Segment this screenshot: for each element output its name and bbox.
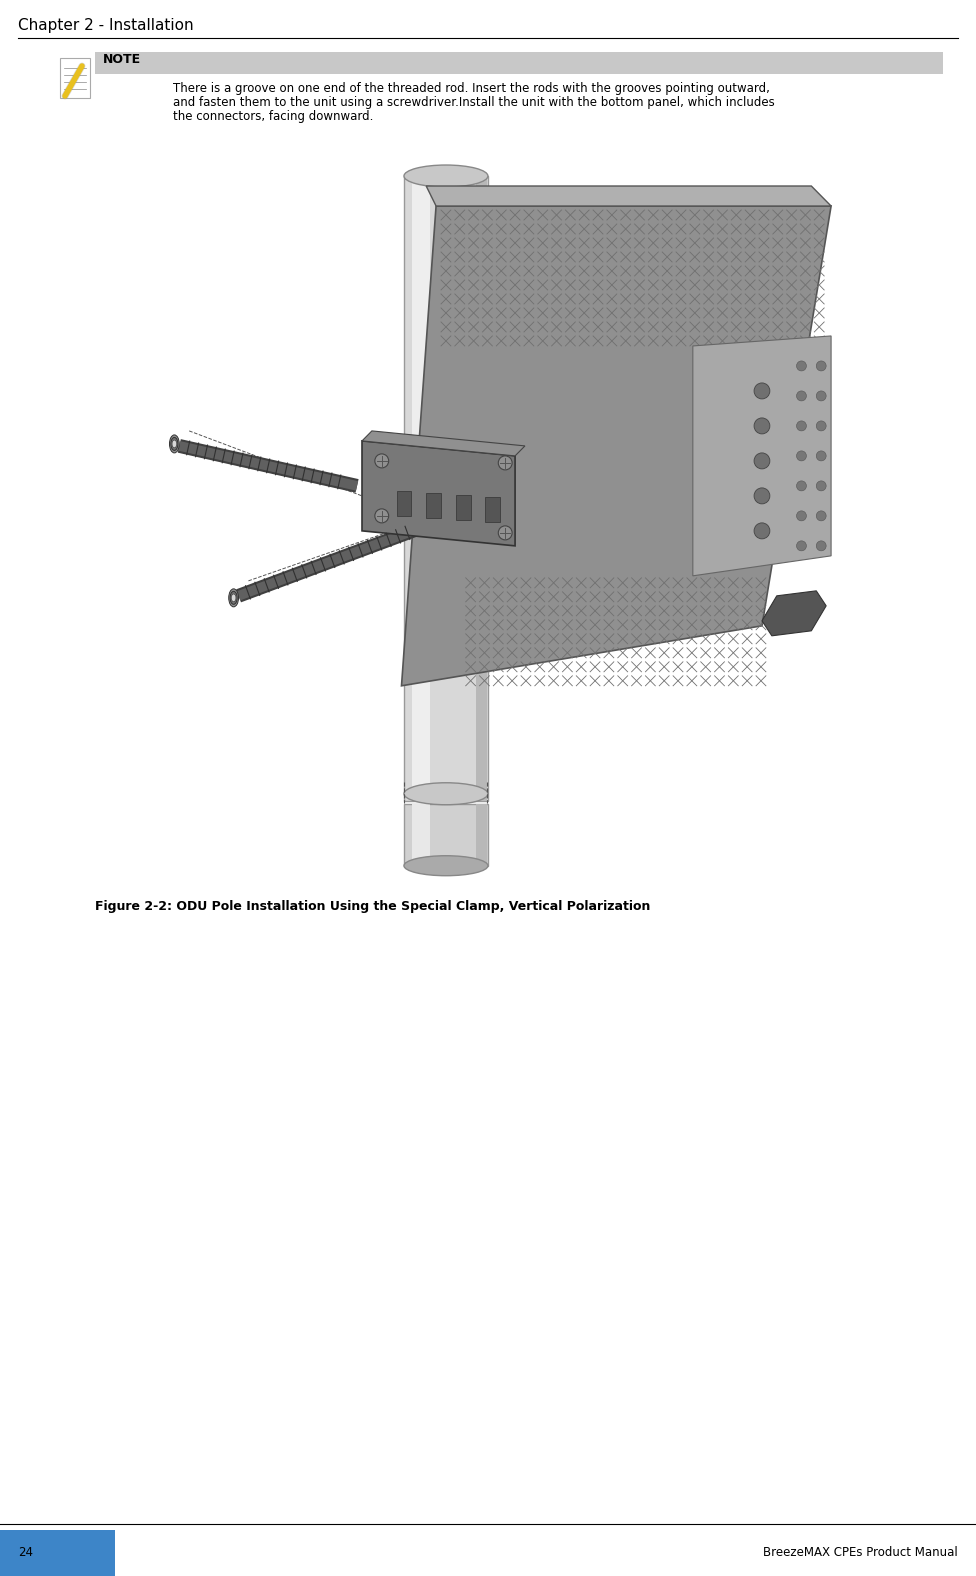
- Polygon shape: [427, 186, 832, 206]
- Circle shape: [816, 511, 826, 520]
- Circle shape: [796, 541, 806, 552]
- Circle shape: [754, 452, 770, 470]
- Circle shape: [816, 391, 826, 400]
- Circle shape: [375, 509, 388, 523]
- Circle shape: [499, 526, 512, 541]
- Ellipse shape: [171, 438, 178, 451]
- Text: NOTE: NOTE: [103, 54, 142, 66]
- Circle shape: [754, 489, 770, 504]
- Text: Chapter 2 - Installation: Chapter 2 - Installation: [18, 17, 193, 33]
- Circle shape: [796, 511, 806, 520]
- FancyBboxPatch shape: [396, 490, 411, 515]
- Text: 24: 24: [18, 1546, 33, 1560]
- Polygon shape: [762, 591, 826, 635]
- FancyBboxPatch shape: [60, 58, 90, 98]
- Ellipse shape: [404, 783, 488, 805]
- Ellipse shape: [231, 594, 235, 602]
- FancyBboxPatch shape: [0, 1530, 115, 1576]
- Ellipse shape: [173, 440, 177, 448]
- Circle shape: [816, 451, 826, 460]
- Circle shape: [375, 454, 388, 468]
- Ellipse shape: [404, 856, 488, 876]
- Text: Figure 2-2: ODU Pole Installation Using the Special Clamp, Vertical Polarization: Figure 2-2: ODU Pole Installation Using …: [95, 900, 650, 913]
- FancyBboxPatch shape: [404, 177, 488, 801]
- Polygon shape: [362, 430, 525, 455]
- Circle shape: [754, 523, 770, 539]
- Circle shape: [754, 383, 770, 399]
- Ellipse shape: [231, 594, 235, 602]
- Circle shape: [796, 391, 806, 400]
- Circle shape: [816, 361, 826, 370]
- Circle shape: [796, 481, 806, 490]
- Circle shape: [754, 418, 770, 433]
- Circle shape: [816, 421, 826, 430]
- FancyBboxPatch shape: [95, 52, 943, 74]
- FancyBboxPatch shape: [456, 495, 470, 520]
- Ellipse shape: [228, 589, 238, 607]
- FancyBboxPatch shape: [475, 177, 487, 801]
- FancyBboxPatch shape: [413, 804, 430, 865]
- FancyBboxPatch shape: [485, 496, 501, 522]
- Polygon shape: [401, 206, 832, 686]
- Ellipse shape: [230, 591, 237, 604]
- Circle shape: [796, 421, 806, 430]
- Ellipse shape: [170, 435, 180, 452]
- Text: the connectors, facing downward.: the connectors, facing downward.: [173, 110, 374, 123]
- Ellipse shape: [173, 440, 177, 448]
- Text: BreezeMAX CPEs Product Manual: BreezeMAX CPEs Product Manual: [763, 1546, 958, 1560]
- Text: and fasten them to the unit using a screwdriver.Install the unit with the bottom: and fasten them to the unit using a scre…: [173, 96, 775, 109]
- FancyBboxPatch shape: [475, 804, 487, 865]
- Circle shape: [796, 361, 806, 370]
- Circle shape: [499, 455, 512, 470]
- Polygon shape: [362, 441, 515, 545]
- FancyBboxPatch shape: [404, 804, 488, 865]
- Circle shape: [796, 451, 806, 460]
- Ellipse shape: [404, 165, 488, 188]
- Polygon shape: [693, 336, 832, 575]
- FancyBboxPatch shape: [413, 177, 430, 801]
- FancyBboxPatch shape: [427, 493, 441, 519]
- Circle shape: [816, 481, 826, 490]
- Text: There is a groove on one end of the threaded rod. Insert the rods with the groov: There is a groove on one end of the thre…: [173, 82, 770, 95]
- Circle shape: [816, 541, 826, 552]
